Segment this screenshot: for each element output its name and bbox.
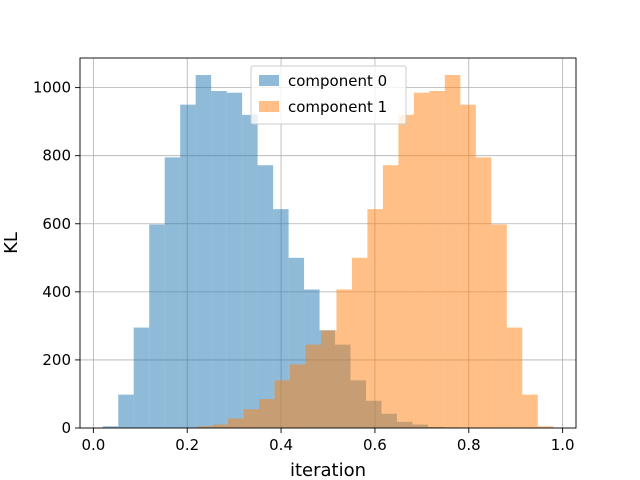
bar-component-1-bin-23 — [537, 426, 554, 428]
y-tick-label-3: 600 — [42, 215, 71, 233]
legend-swatch-component-0 — [259, 75, 279, 86]
bar-component-0-bin-10 — [257, 165, 274, 428]
bar-component-1-bin-13 — [382, 165, 399, 428]
bar-component-0-bin-9 — [242, 114, 258, 428]
bar-component-1-bin-2 — [212, 424, 229, 428]
axis-ticks: 0.0 0.2 0.4 0.6 0.8 1.0 0 200 400 600 800 1000 — [33, 79, 575, 454]
x-tick-label-4: 0.8 — [457, 436, 481, 454]
bar-component-0-bin-11 — [273, 209, 289, 428]
bar-component-1-bin-10 — [336, 289, 352, 428]
bar-component-1-bin-8 — [305, 344, 321, 428]
bar-component-1-bin-5 — [259, 399, 275, 428]
y-tick-label-2: 400 — [42, 283, 71, 301]
x-tick-label-0: 0.0 — [81, 436, 105, 454]
bar-component-0-bin-0 — [102, 426, 119, 428]
y-axis-label: KL — [1, 232, 22, 254]
y-tick-label-4: 800 — [42, 147, 71, 165]
legend-box — [250, 65, 407, 125]
bar-component-1-bin-19 — [475, 157, 492, 428]
bar-component-1-bin-22 — [522, 394, 538, 428]
bar-component-1-bin-14 — [398, 114, 414, 428]
bar-component-0-bin-3 — [149, 224, 165, 428]
plot-frame — [79, 57, 577, 429]
bar-component-1-bin-7 — [289, 364, 306, 428]
y-tick-label-1: 200 — [42, 351, 71, 369]
bar-component-1-bin-16 — [429, 91, 445, 428]
bar-component-1-bin-12 — [367, 209, 383, 428]
bar-component-0-bin-7 — [211, 91, 227, 428]
bar-component-1-bin-15 — [413, 92, 430, 428]
legend: component 0 component 1 — [250, 65, 407, 125]
legend-swatch-component-1 — [259, 101, 279, 112]
bar-component-1-bin-3 — [228, 418, 244, 428]
bar-component-0-bin-6 — [195, 75, 212, 428]
x-axis-label: iteration — [290, 460, 366, 480]
x-tick-label-1: 0.2 — [175, 436, 199, 454]
bar-component-1-bin-21 — [506, 327, 523, 428]
bar-component-1-bin-18 — [460, 104, 476, 428]
bar-component-0-bin-1 — [118, 394, 134, 428]
bar-component-1-bin-9 — [320, 330, 337, 428]
x-tick-label-5: 1.0 — [551, 436, 575, 454]
legend-label-component-0: component 0 — [288, 72, 387, 90]
bar-component-1-bin-20 — [491, 224, 507, 428]
x-tick-label-3: 0.6 — [363, 436, 387, 454]
bar-component-0-bin-5 — [180, 104, 196, 428]
bar-component-0-bin-4 — [164, 157, 181, 428]
bar-component-1-bin-6 — [274, 380, 290, 428]
x-tick-label-2: 0.4 — [269, 436, 293, 454]
y-tick-label-5: 1000 — [33, 79, 71, 97]
bar-component-1-bin-11 — [351, 257, 368, 428]
bar-component-0-bin-2 — [133, 327, 150, 428]
y-tick-label-0: 0 — [61, 419, 71, 437]
legend-label-component-1: component 1 — [288, 98, 387, 116]
bar-component-1-bin-1 — [197, 426, 213, 428]
bar-component-0-bin-8 — [226, 92, 243, 428]
histogram-bars — [102, 75, 554, 428]
bar-component-1-bin-4 — [243, 409, 260, 428]
bar-component-1-bin-17 — [444, 75, 461, 428]
